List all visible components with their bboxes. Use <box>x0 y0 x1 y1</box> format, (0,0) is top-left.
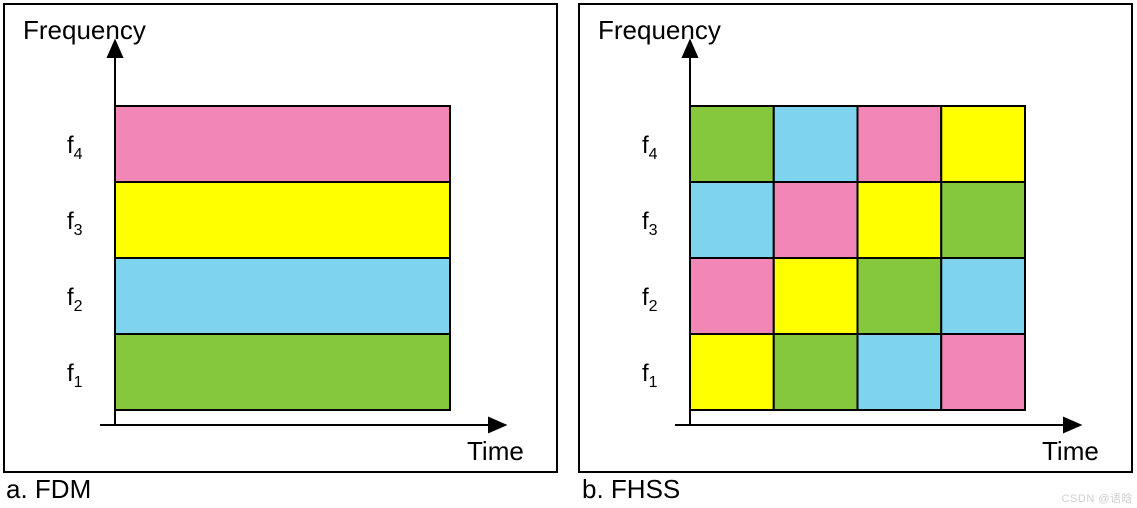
fhss-tick-f3: f3 <box>642 208 658 239</box>
caption-fhss: b. FHSS <box>582 474 680 505</box>
fhss-grid <box>690 106 1025 410</box>
cell-r3-c1 <box>774 334 858 410</box>
panel-fhss: Frequency Time f1 f2 f3 f4 <box>578 3 1133 473</box>
fhss-tick-f4: f4 <box>642 132 658 163</box>
panel-fdm: Frequency Time f1 f2 f3 f4 <box>3 3 558 473</box>
cell-r1-c3 <box>941 182 1025 258</box>
watermark: CSDN @语晗 <box>1062 490 1133 506</box>
cell-r2-c0 <box>690 258 774 334</box>
fdm-bands <box>115 106 450 410</box>
fdm-tick-f4: f4 <box>67 132 83 163</box>
cell-r1-c0 <box>690 182 774 258</box>
fdm-tick-f3: f3 <box>67 208 83 239</box>
cell-r3-c0 <box>690 334 774 410</box>
fhss-tick-f1: f1 <box>642 360 658 391</box>
band-f2 <box>115 258 450 334</box>
cell-r0-c3 <box>941 106 1025 182</box>
band-f4 <box>115 106 450 182</box>
cell-r2-c3 <box>941 258 1025 334</box>
band-f3 <box>115 182 450 258</box>
cell-r0-c1 <box>774 106 858 182</box>
fdm-x-axis-label: Time <box>467 436 524 466</box>
fdm-tick-f1: f1 <box>67 360 83 391</box>
fhss-chart: Frequency Time f1 f2 f3 f4 <box>580 5 1131 471</box>
cell-r3-c2 <box>858 334 942 410</box>
cell-r2-c1 <box>774 258 858 334</box>
fhss-tick-labels: f1 f2 f3 f4 <box>642 132 658 391</box>
fhss-tick-f2: f2 <box>642 284 658 315</box>
caption-fdm: a. FDM <box>6 474 91 505</box>
cell-r2-c2 <box>858 258 942 334</box>
fhss-y-axis-label: Frequency <box>598 15 721 45</box>
cell-r0-c0 <box>690 106 774 182</box>
cell-r0-c2 <box>858 106 942 182</box>
fdm-tick-labels: f1 f2 f3 f4 <box>67 132 83 391</box>
fdm-y-axis-label: Frequency <box>23 15 146 45</box>
fdm-tick-f2: f2 <box>67 284 83 315</box>
figure-root: Frequency Time f1 f2 f3 f4 <box>0 0 1137 508</box>
band-f1 <box>115 334 450 410</box>
cell-r3-c3 <box>941 334 1025 410</box>
cell-r1-c2 <box>858 182 942 258</box>
fdm-chart: Frequency Time f1 f2 f3 f4 <box>5 5 556 471</box>
cell-r1-c1 <box>774 182 858 258</box>
fhss-x-axis-label: Time <box>1042 436 1099 466</box>
